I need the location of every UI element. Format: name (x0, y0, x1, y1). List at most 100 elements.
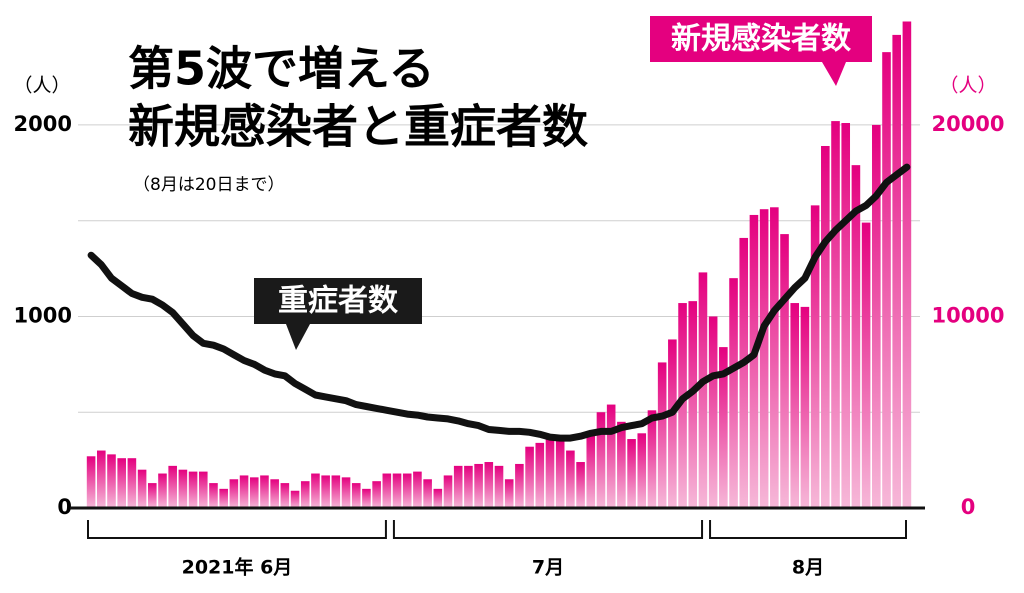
bar (606, 404, 616, 508)
bar (178, 469, 188, 508)
annotation-box (254, 278, 422, 324)
bar (525, 446, 534, 508)
bar (249, 477, 259, 508)
bar (239, 475, 249, 508)
bar (678, 303, 687, 508)
line-annotation: 重症者数 (254, 278, 422, 350)
bar (280, 483, 290, 508)
bar (698, 272, 708, 508)
bars (86, 21, 912, 509)
bar (596, 412, 606, 508)
chart-title: 新規感染者と重症者数 (128, 100, 588, 154)
y-tick-label: 1000 (14, 303, 72, 327)
group-label: 7月 (532, 557, 564, 579)
y-tick-label: 2000 (14, 112, 72, 136)
annotation-box (650, 16, 872, 62)
bar (851, 165, 861, 508)
bar (800, 306, 810, 508)
bar-annotation: 新規感染者数 (650, 16, 872, 86)
bar (759, 209, 769, 508)
bar (617, 421, 626, 508)
bar (137, 469, 147, 508)
bar (372, 481, 381, 508)
bar (188, 471, 198, 508)
bar (729, 278, 738, 508)
annotation-text: 新規感染者数 (671, 22, 852, 57)
bar (96, 450, 106, 508)
bar (198, 471, 208, 508)
bar (219, 488, 228, 508)
bar (474, 463, 483, 508)
bar (464, 465, 473, 508)
bar (892, 34, 902, 509)
bar (392, 473, 402, 508)
bar (453, 465, 463, 508)
subtitle: （8月は20日まで） (133, 175, 284, 195)
bar (719, 347, 728, 508)
bar (260, 475, 269, 508)
bar (127, 458, 137, 508)
group-bracket (709, 520, 907, 539)
bar (311, 473, 320, 508)
annotation-pointer (822, 62, 846, 86)
bar (586, 435, 596, 508)
group-label: 8月 (792, 557, 824, 579)
bar (86, 456, 96, 508)
bar (545, 439, 555, 508)
y2-tick-label: 0 (961, 495, 976, 519)
y2-unit: （人） (939, 75, 996, 97)
bar (861, 222, 871, 508)
bar (535, 442, 545, 508)
bar (270, 479, 279, 508)
bar (821, 145, 830, 508)
line (87, 163, 911, 442)
bar (872, 124, 881, 508)
bar (158, 473, 167, 508)
bar (107, 454, 116, 508)
bar (168, 465, 177, 508)
y2-tick-label: 20000 (931, 112, 1004, 136)
bar (841, 123, 851, 508)
bar (382, 473, 392, 508)
bar (423, 479, 432, 508)
annotation-text: 重症者数 (278, 284, 399, 319)
bar (749, 214, 759, 508)
bar (147, 483, 157, 508)
bar (413, 471, 422, 508)
bar (708, 316, 718, 508)
bar (321, 475, 330, 508)
bar (331, 475, 341, 508)
bar (831, 121, 840, 508)
bar (229, 479, 239, 508)
chart-title: 第5波で増える (128, 42, 435, 96)
bar (300, 481, 310, 508)
bar (290, 490, 300, 508)
bar (443, 475, 453, 508)
group-bracket (87, 520, 387, 539)
bar (882, 52, 891, 509)
bar (810, 205, 820, 508)
bar (209, 483, 218, 508)
bar (555, 440, 565, 508)
bar (484, 462, 494, 508)
bar (402, 473, 412, 508)
y-tick-label: 0 (57, 495, 72, 519)
bar (688, 301, 698, 508)
y-unit: （人） (13, 75, 70, 97)
bar (637, 433, 647, 508)
bar (627, 439, 636, 508)
annotation-pointer (286, 324, 310, 350)
bar (790, 303, 800, 508)
bar (668, 339, 677, 508)
bar (494, 465, 504, 508)
bar (433, 488, 443, 508)
bar (515, 463, 524, 508)
bar (576, 462, 585, 508)
bar (341, 477, 351, 508)
group-label: 2021年 6月 (182, 556, 293, 579)
group-bracket (392, 520, 704, 539)
bar (117, 458, 126, 508)
y2-tick-label: 10000 (931, 303, 1004, 327)
bar (647, 410, 657, 508)
